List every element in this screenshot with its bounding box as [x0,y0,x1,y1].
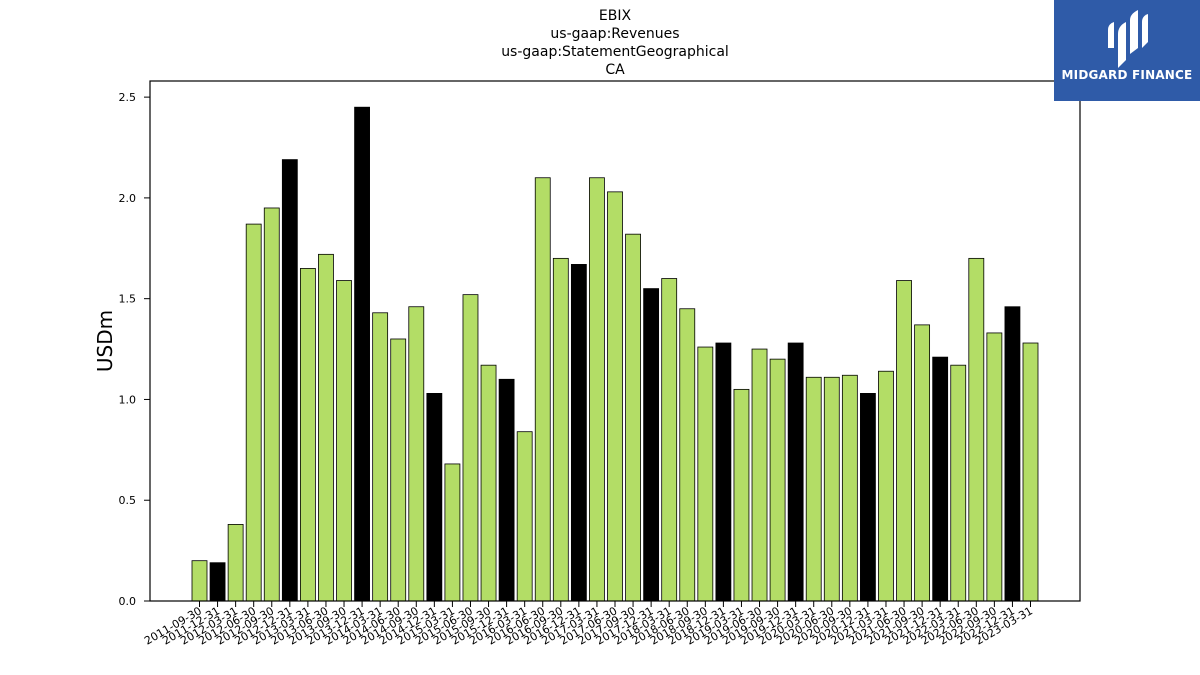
bar [769,358,786,602]
logo-mark-icon [1108,10,1148,68]
bar [408,306,425,602]
bar [733,388,750,602]
bar [751,348,768,602]
bar [245,223,262,602]
bar [932,356,949,602]
bar [860,393,876,602]
chart-title: EBIX us-gaap:Revenues us-gaap:StatementGeo… [501,8,729,78]
bar [661,278,678,602]
bar [444,463,461,602]
bar [607,191,623,602]
bar [462,294,479,602]
y-tick-label: 2.0 [119,192,137,205]
bar [336,280,352,602]
bar [589,177,605,602]
bar [805,376,822,602]
y-tick-label: 0.0 [119,595,137,608]
bar [643,288,660,602]
midgard-finance-logo: MIDGARD FINANCE [1054,0,1200,101]
bar [986,332,1003,602]
bar [263,207,280,602]
logo-text: MIDGARD FINANCE [1061,68,1193,82]
bar [1022,342,1039,602]
bar [878,370,894,602]
y-axis: 0.0 0.5 1.0 1.5 2.0 2.5 [119,91,150,608]
bar [679,308,696,602]
y-tick-label: 0.5 [119,494,137,507]
bar [426,393,443,602]
y-axis-label: USDm [93,310,117,372]
title-line: us-gaap:StatementGeographical [501,44,729,60]
bar [498,378,515,602]
bar [354,106,370,602]
bar [715,342,732,602]
bar [787,342,804,602]
bar [841,374,858,602]
bar [570,264,587,602]
bar [390,338,407,602]
bar [281,159,298,602]
y-tick-label: 1.0 [119,393,137,406]
bar [191,560,208,602]
bar [227,524,244,602]
bar [299,268,316,602]
bar [625,233,641,602]
bar [896,280,912,602]
bar [914,324,931,602]
y-tick-label: 1.5 [119,293,137,306]
title-line: EBIX [599,8,632,24]
bar [950,364,967,602]
bar [823,376,840,602]
bar-series [191,106,1039,602]
bar [552,257,569,602]
bar [1004,306,1021,602]
bar [480,364,497,602]
title-line: us-gaap:Revenues [550,26,679,42]
bar [516,431,533,602]
bar [968,257,985,602]
x-axis: 2011-09-302011-12-312012-03-312012-06-30… [142,601,1035,648]
bar [372,312,389,602]
title-line: CA [605,62,625,78]
bar [318,253,334,602]
bar [209,562,226,602]
bar [697,346,714,602]
y-tick-label: 2.5 [119,91,137,104]
bar [534,177,551,602]
